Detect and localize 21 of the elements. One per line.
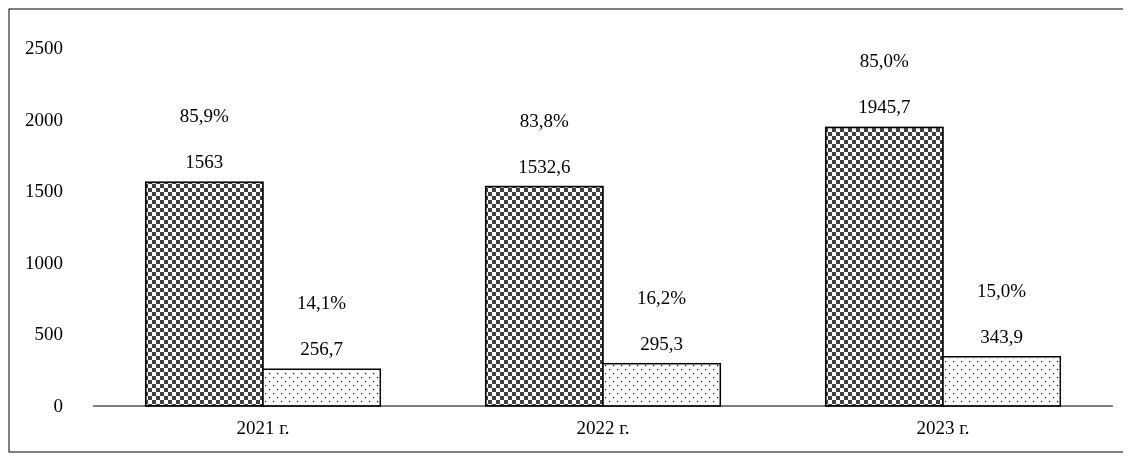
data-label: 295,3	[640, 332, 684, 354]
data-label: 343,9	[980, 325, 1024, 347]
annotation: 16,2%	[637, 286, 687, 308]
y-tick-label: 2000	[25, 108, 63, 130]
x-tick-label: 2022 г.	[576, 417, 630, 438]
data-label: 1532,6	[518, 155, 571, 177]
annotation: 83,8%	[519, 109, 570, 131]
annotation: 85,0%	[859, 50, 910, 72]
y-tick-label: 1500	[25, 180, 63, 202]
annotation: 85,9%	[179, 105, 230, 127]
y-tick-label: 0	[53, 395, 63, 416]
data-label: 1563	[185, 151, 224, 173]
y-tick-label: 1000	[25, 251, 63, 273]
x-tick-label: 2021 г.	[236, 417, 290, 438]
y-tick-label: 2500	[25, 37, 63, 58]
x-tick-label: 2023 г.	[916, 417, 970, 438]
y-tick-label: 500	[34, 323, 63, 345]
data-label: 1945,7	[858, 96, 911, 118]
annotation: 14,1%	[297, 292, 347, 314]
data-label: 256,7	[300, 338, 344, 360]
annotation: 15,0%	[977, 279, 1027, 301]
